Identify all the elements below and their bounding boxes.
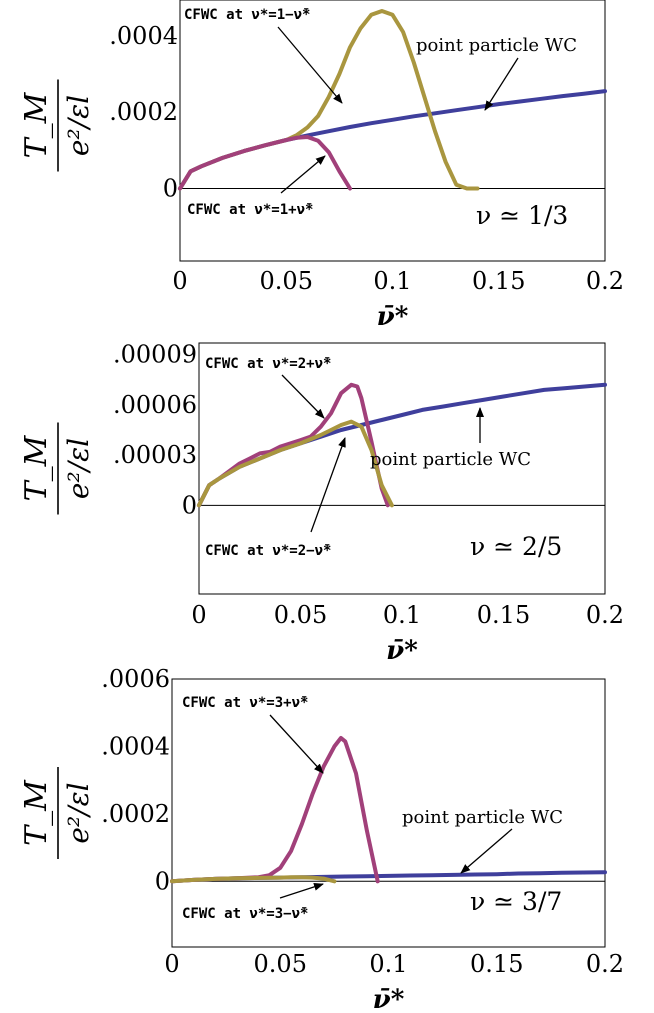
plot-frame (198, 342, 606, 595)
chart-panel-1: 0 0.05 0.1 0.15 0.2 0 .0002 .0004 ν̄* T_M e²/εl CFW… (19, 0, 624, 332)
y-tick-label: .0002 (109, 98, 178, 126)
x-tick-label: 0 (164, 950, 179, 978)
annotation-label: CFWC at ν*=1+ν̄* (187, 202, 313, 218)
svg-text:e²/εl: e²/εl (62, 438, 95, 499)
series-line-2 (170, 736, 380, 884)
x-tick-label: 0.05 (274, 601, 327, 629)
annotation-arrow (277, 26, 343, 104)
x-tick-label: 0.15 (470, 950, 523, 978)
y-tick-label: .0004 (101, 732, 170, 760)
annotation-label: CFWC at ν*=3+ν̄* (182, 695, 308, 711)
annotation-arrow (280, 155, 326, 194)
svg-text:T_M: T_M (19, 779, 54, 846)
annotation-label: CFWC at ν*=2+ν̄* (205, 356, 331, 372)
annotation-label: CFWC at ν*=1−ν̄* (184, 7, 310, 23)
y-axis-label: T_M e²/εl (19, 79, 95, 172)
series-line-1 (178, 89, 607, 191)
annotation-arrow (310, 437, 346, 533)
panel-label: ν ≃ 1/3 (476, 201, 568, 230)
annotation-arrow (460, 828, 513, 874)
series-line-2 (197, 382, 390, 508)
plot-frame (171, 678, 606, 948)
svg-text:T_M: T_M (19, 91, 54, 158)
series-line-3 (170, 875, 337, 884)
annotation-label: CFWC at ν*=2−ν̄* (205, 543, 331, 559)
y-axis-label: T_M e²/εl (19, 422, 95, 515)
svg-text:ν̄*: ν̄* (386, 636, 418, 666)
y-tick-label: 0 (163, 174, 178, 202)
annotation-label: point particle WC (402, 807, 563, 828)
x-tick-label: 0.1 (373, 267, 411, 295)
svg-text:e²/εl: e²/εl (62, 782, 95, 843)
y-tick-label: .0004 (109, 22, 178, 50)
panel-label: ν ≃ 3/7 (470, 887, 562, 916)
plot-frame (179, 0, 606, 262)
x-tick-label: 0.05 (260, 267, 313, 295)
annotation-arrow (484, 57, 519, 111)
annotation-arrow (269, 714, 324, 774)
x-tick-label: 0.05 (254, 950, 307, 978)
x-tick-label: 0.15 (477, 601, 530, 629)
svg-text:e²/εl: e²/εl (62, 95, 95, 156)
y-tick-label: .00009 (113, 341, 197, 369)
x-tick-label: 0.2 (586, 950, 624, 978)
annotation-arrow (281, 374, 325, 419)
x-tick-label: 0.2 (586, 267, 624, 295)
y-tick-label: .00003 (113, 441, 197, 469)
series-line-3 (197, 419, 394, 508)
y-tick-label: .0002 (101, 800, 170, 828)
series-line-1 (197, 382, 607, 508)
chart-panel-3: 0 0.05 0.1 0.15 0.2 0 .0002 .0004 .0006 ν̄* T_M e²/… (19, 665, 624, 1013)
y-axis-label: T_M e²/εl (19, 767, 95, 859)
annotation-label: CFWC at ν*=3−ν̄* (182, 906, 308, 922)
svg-text:ν̄*: ν̄* (373, 985, 405, 1013)
x-tick-label: 0.2 (586, 601, 624, 629)
x-tick-label: 0 (172, 267, 187, 295)
y-tick-label: .00006 (113, 391, 197, 419)
y-tick-label: 0 (182, 491, 197, 519)
annotation-label: point particle WC (370, 449, 531, 470)
y-tick-label: .0006 (101, 665, 170, 693)
series-line-3 (178, 135, 352, 191)
x-tick-label: 0.1 (369, 950, 407, 978)
annotation-arrow (279, 882, 324, 899)
x-tick-label: 0 (191, 601, 206, 629)
x-axis-label: ν̄* (373, 985, 405, 1013)
x-axis-label: ν̄* (377, 302, 409, 332)
svg-text:ν̄*: ν̄* (377, 302, 409, 332)
panel-label: ν ≃ 2/5 (470, 532, 562, 561)
annotation-label: point particle WC (416, 35, 577, 56)
x-tick-label: 0.15 (472, 267, 525, 295)
svg-text:T_M: T_M (19, 434, 54, 501)
y-tick-label: 0 (155, 867, 170, 895)
chart-panel-2: 0 0.05 0.1 0.15 0.2 0 .00003 .00006 .00009 ν̄* T_M… (19, 341, 624, 666)
x-tick-label: 0.1 (383, 601, 421, 629)
x-axis-label: ν̄* (386, 636, 418, 666)
